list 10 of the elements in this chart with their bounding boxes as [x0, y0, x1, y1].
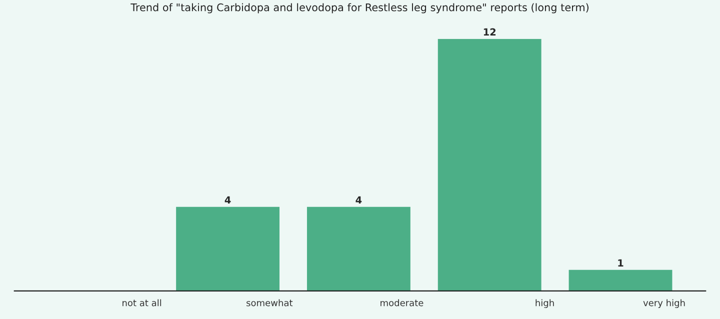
x-tick-label: very high	[643, 299, 685, 308]
data-label: 4	[356, 196, 362, 204]
data-label: 12	[484, 28, 496, 36]
data-label: 4	[224, 196, 231, 204]
data-label: 1	[618, 259, 624, 267]
x-tick-label: high	[536, 299, 554, 308]
chart-title: Trend of "taking Carbidopa and levodopa for Restless leg syndrome" reports (long term)	[130, 3, 588, 14]
x-tick-label: moderate	[380, 299, 424, 306]
x-tick-label: not at all	[122, 299, 162, 306]
x-tick-label: somewhat	[246, 299, 293, 306]
